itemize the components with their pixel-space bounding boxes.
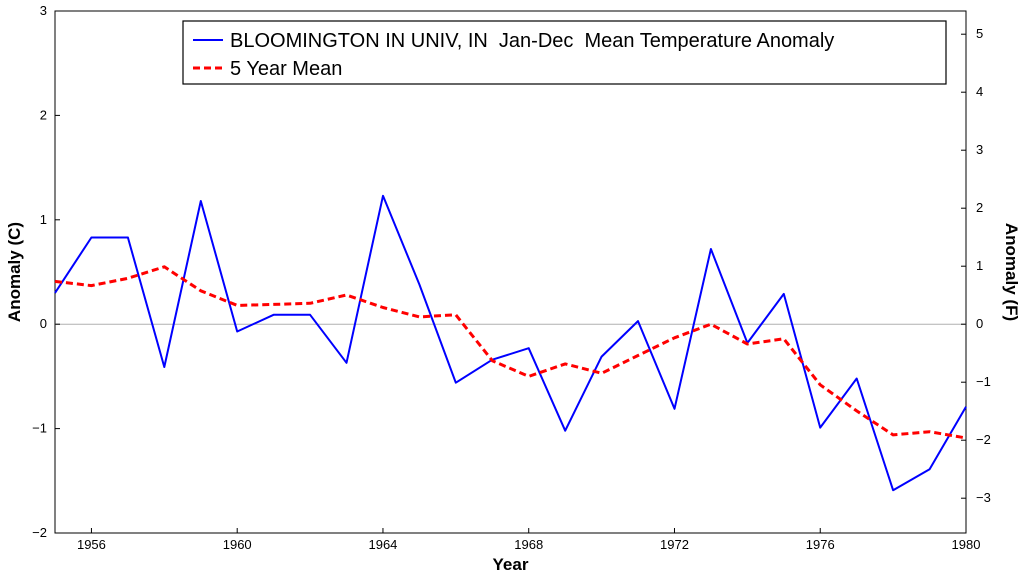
legend-label-station: BLOOMINGTON IN UNIV, IN Jan-Dec Mean Tem… — [230, 30, 834, 52]
left-y-tick-label: 1 — [40, 212, 47, 227]
right-y-tick-label: −3 — [976, 490, 991, 505]
series-layer — [54, 194, 967, 492]
left-y-tick-label: 0 — [40, 316, 47, 331]
right-y-tick-label: −2 — [976, 432, 991, 447]
right-y-tick-label: 0 — [976, 316, 983, 331]
right-y-tick-label: 3 — [976, 142, 983, 157]
x-tick-label: 1976 — [806, 537, 835, 552]
right-y-tick-label: 5 — [976, 26, 983, 41]
x-axis-ticks: 1956 1960 1964 1968 1972 1976 1980 — [77, 528, 980, 552]
right-y-axis-ticks: −3 −2 −1 0 1 2 3 4 5 — [961, 26, 991, 505]
series-line-5-year-mean — [54, 265, 967, 440]
x-tick-label: 1980 — [952, 537, 981, 552]
x-axis-label: Year — [493, 555, 529, 574]
legend: BLOOMINGTON IN UNIV, IN Jan-Dec Mean Tem… — [182, 20, 947, 85]
right-y-tick-label: 4 — [976, 84, 983, 99]
left-y-axis-label: Anomaly (C) — [5, 222, 24, 322]
left-y-tick-label: −2 — [32, 525, 47, 540]
left-y-tick-label: −1 — [32, 421, 47, 436]
x-tick-label: 1972 — [660, 537, 689, 552]
left-y-axis-ticks: −2 −1 0 1 2 3 — [32, 3, 60, 540]
series-line-station-anomaly — [54, 194, 967, 492]
right-y-tick-label: −1 — [976, 374, 991, 389]
x-tick-label: 1956 — [77, 537, 106, 552]
x-tick-label: 1964 — [368, 537, 397, 552]
right-y-tick-label: 2 — [976, 200, 983, 215]
left-y-tick-label: 3 — [40, 3, 47, 18]
right-y-tick-label: 1 — [976, 258, 983, 273]
left-y-tick-label: 2 — [40, 107, 47, 122]
x-tick-label: 1960 — [223, 537, 252, 552]
legend-label-5-year-mean: 5 Year Mean — [230, 58, 342, 80]
x-tick-label: 1968 — [514, 537, 543, 552]
legend-box — [182, 20, 947, 85]
plot-area — [54, 10, 967, 534]
right-y-axis-label: Anomaly (F) — [1002, 223, 1021, 321]
